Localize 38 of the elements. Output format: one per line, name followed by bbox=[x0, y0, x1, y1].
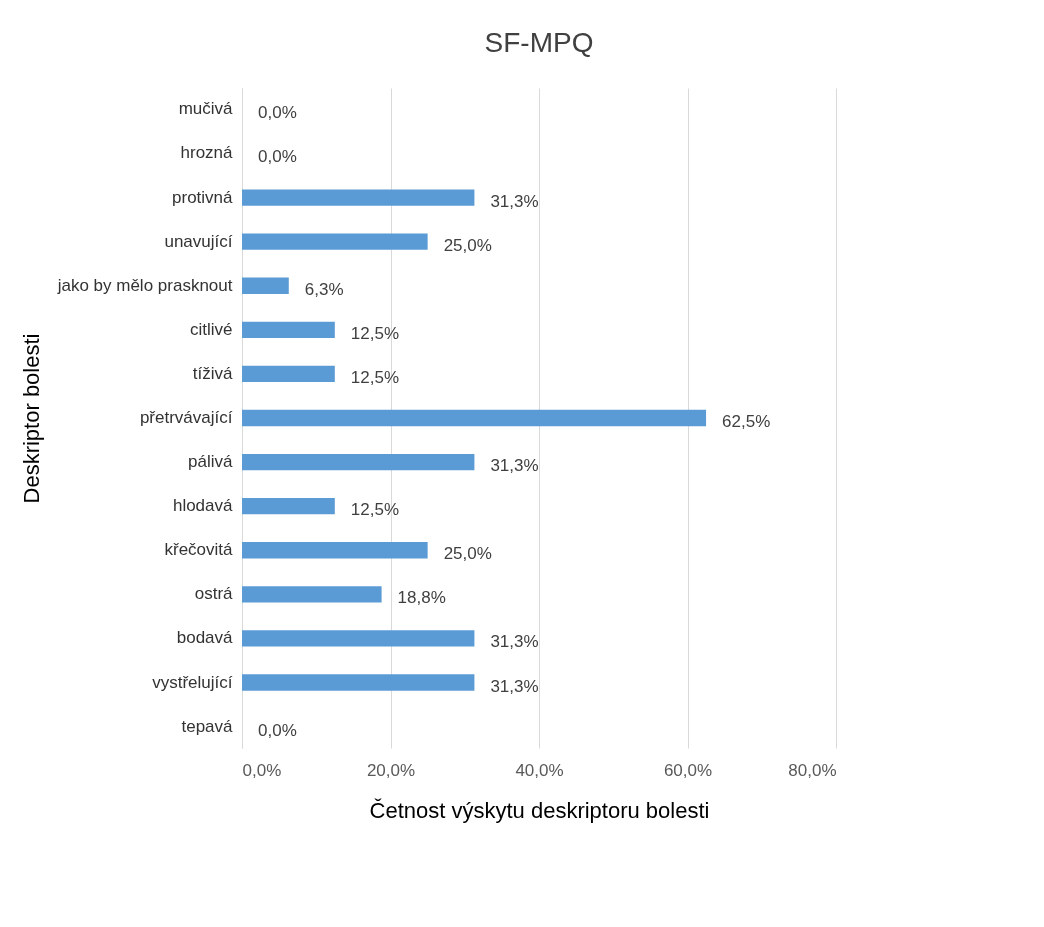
data-label: 25,0% bbox=[443, 235, 492, 255]
x-axis-title: Četnost výskytu deskriptoru bolesti bbox=[369, 797, 710, 823]
chart-title: SF-MPQ bbox=[484, 27, 594, 58]
data-label: 0,0% bbox=[258, 147, 297, 167]
y-tick-label: mučivá bbox=[178, 99, 234, 119]
y-tick-label: tíživá bbox=[192, 363, 234, 383]
data-label: 12,5% bbox=[350, 500, 400, 520]
data-label: 31,3% bbox=[490, 632, 539, 652]
data-label: 31,3% bbox=[490, 191, 539, 211]
data-label: 12,5% bbox=[350, 367, 400, 387]
data-label: 31,3% bbox=[490, 676, 539, 696]
y-tick-label: jako by mělo prasknout bbox=[56, 275, 233, 295]
y-tick-label: pálivá bbox=[188, 452, 234, 472]
y-tick-label: hlodavá bbox=[172, 496, 234, 516]
data-label: 0,0% bbox=[258, 720, 297, 740]
data-label: 12,5% bbox=[350, 323, 400, 343]
data-label: 62,5% bbox=[722, 412, 771, 431]
y-tick-label: přetrvávající bbox=[139, 408, 233, 427]
x-tick-label: 0,0% bbox=[242, 760, 282, 780]
y-tick-label: křečovitá bbox=[164, 540, 234, 560]
y-tick-label: tepavá bbox=[181, 716, 234, 736]
y-tick-label: hrozná bbox=[180, 143, 234, 163]
y-tick-label: vystřelující bbox=[152, 672, 233, 692]
y-tick-label: bodavá bbox=[176, 628, 234, 648]
data-label: 25,0% bbox=[443, 544, 492, 564]
y-tick-label: protivná bbox=[172, 187, 234, 207]
y-axis-title: Deskriptor bolesti bbox=[18, 333, 44, 504]
data-label: 6,3% bbox=[304, 279, 344, 299]
y-tick-label: unavující bbox=[164, 231, 233, 251]
data-label: 0,0% bbox=[258, 103, 297, 123]
y-tick-label: citlivé bbox=[189, 319, 233, 339]
x-tick-label: 80,0% bbox=[788, 760, 837, 780]
y-tick-label: ostrá bbox=[194, 584, 234, 604]
data-label: 18,8% bbox=[397, 588, 446, 608]
x-tick-label: 40,0% bbox=[515, 760, 564, 780]
x-tick-label: 20,0% bbox=[366, 760, 416, 780]
data-label: 31,3% bbox=[490, 456, 539, 476]
x-tick-label: 60,0% bbox=[663, 760, 713, 780]
